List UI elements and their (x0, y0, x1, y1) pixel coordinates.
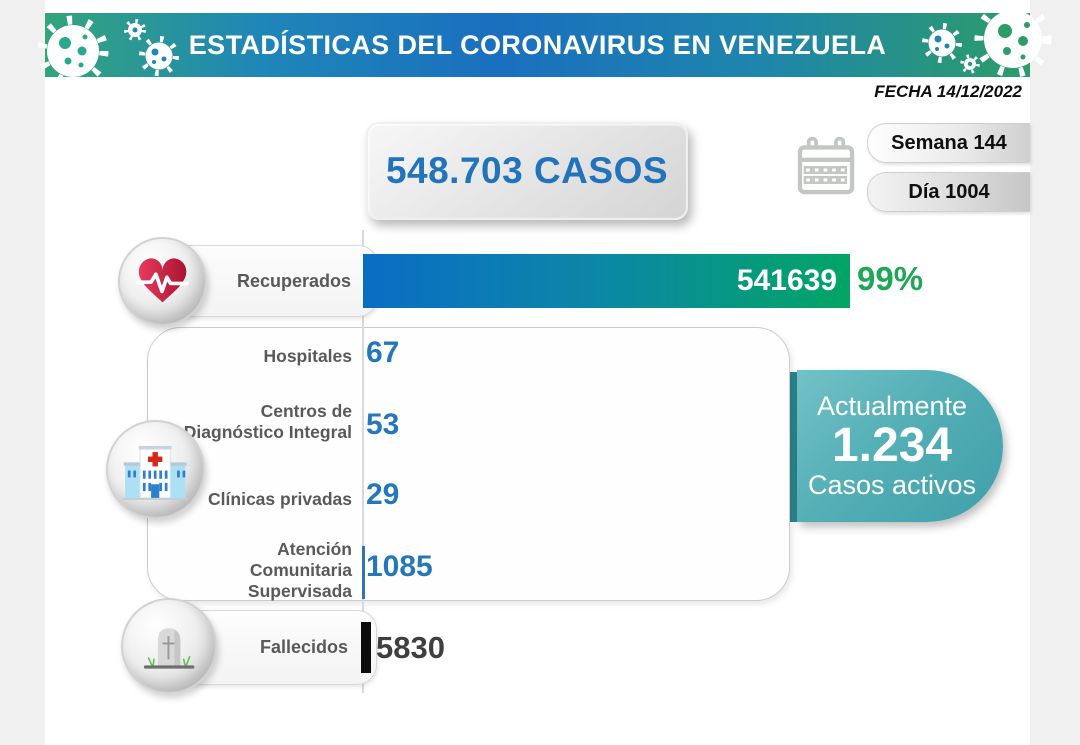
recovered-label: Recuperados (236, 270, 351, 291)
facility-value-clinicas: 29 (366, 478, 400, 511)
week-badge: Semana 144 (867, 123, 1030, 163)
facility-value-cdi: 53 (366, 408, 400, 441)
deaths-label: Fallecidos (259, 637, 348, 657)
chart-axis-line (362, 230, 364, 693)
calendar-icon (797, 136, 855, 195)
facility-label-hospitales: Hospitales (263, 346, 353, 366)
tombstone-icon (143, 628, 195, 669)
facility-label-atencion: Atención Comunitaria Supervisada (247, 539, 352, 601)
content-area: ESTADÍSTICAS DEL CORONAVIRUS EN VENEZUEL… (37, 0, 1052, 745)
active-cases-value: 1.234 (831, 419, 953, 472)
facility-label-cdi: Centros de Diagnóstico Integral (183, 401, 352, 442)
report-date: FECHA 14/12/2022 (874, 82, 1022, 101)
recovered-value: 541639 (736, 264, 837, 297)
facility-value-hospitales: 67 (366, 336, 400, 369)
week-label: Semana 144 (891, 131, 1007, 154)
total-cases-box: 548.703 CASOS (366, 122, 688, 220)
active-cases-subcaption: Casos activos (807, 470, 977, 500)
atencion-bar (361, 546, 365, 599)
header-banner: ESTADÍSTICAS DEL CORONAVIRUS EN VENEZUEL… (37, 0, 1052, 87)
facilities-container (147, 327, 790, 601)
total-cases-value: 548.703 CASOS (385, 150, 669, 191)
facility-value-atencion: 1085 (366, 550, 433, 583)
deaths-value: 5830 (376, 630, 445, 665)
heart-pulse-icon (136, 258, 189, 303)
hospital-icon (122, 446, 189, 501)
virus-icon (37, 0, 1052, 87)
facility-label-clinicas: Clínicas privadas (208, 489, 352, 509)
page-title: ESTADÍSTICAS DEL CORONAVIRUS EN VENEZUEL… (188, 29, 887, 60)
active-cases-ribbon: Actualmente 1.234 Casos activos (797, 370, 1003, 522)
recovered-bar: 541639 (363, 254, 850, 308)
facilities-icon-circle (106, 420, 205, 519)
active-cases-caption: Actualmente (816, 391, 968, 421)
deaths-bar (361, 622, 371, 673)
day-label: Día 1004 (908, 180, 990, 203)
recovered-icon-circle (118, 237, 207, 326)
day-badge: Día 1004 (867, 172, 1030, 212)
recovered-percent: 99% (857, 260, 924, 297)
deaths-icon-circle (121, 598, 217, 694)
